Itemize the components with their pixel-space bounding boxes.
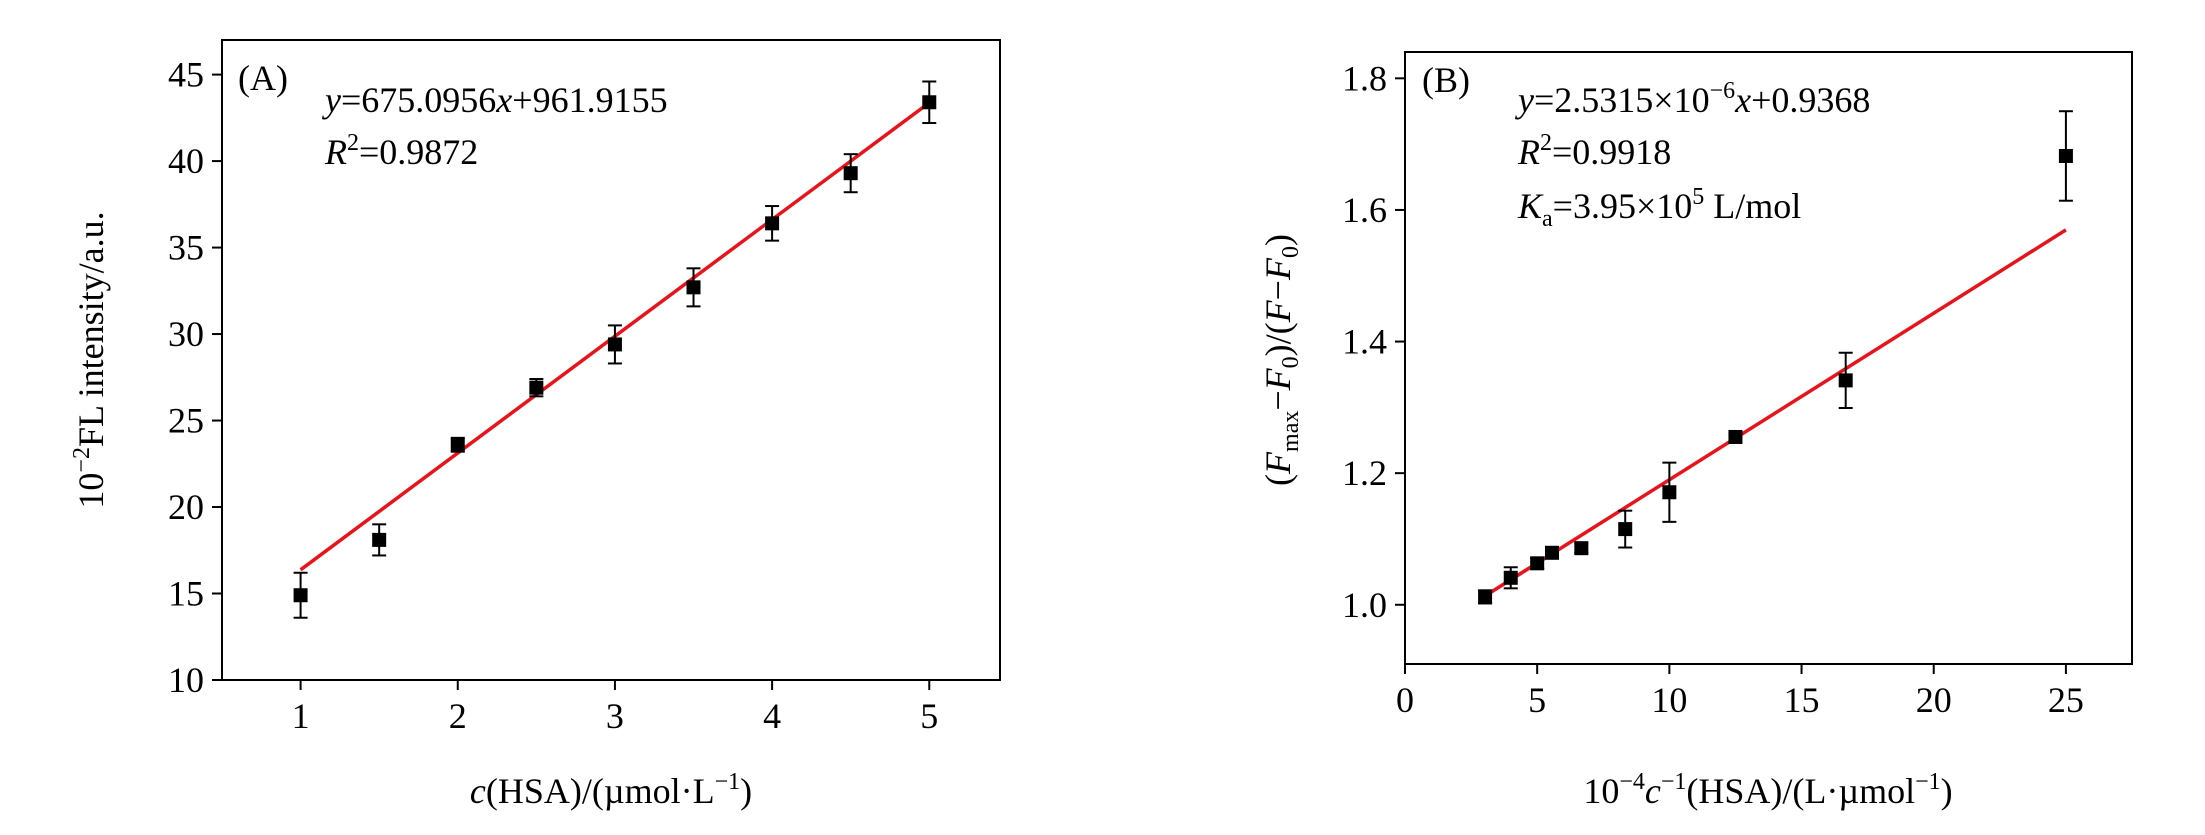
- data-point: [1728, 429, 1743, 444]
- y-tick-label: 1.0: [1342, 585, 1387, 625]
- panel-label-a: (A): [238, 58, 288, 98]
- point-marker: [1838, 373, 1853, 388]
- point-marker: [529, 380, 544, 395]
- y-tick-label: 45: [168, 55, 204, 95]
- data-point: [843, 153, 858, 194]
- data-points-b: [1478, 110, 2073, 605]
- data-point: [372, 523, 387, 557]
- y-tick-label: 30: [168, 314, 204, 354]
- y-tick-label: 1.8: [1342, 58, 1387, 98]
- point-marker: [1530, 556, 1545, 571]
- plot-frame-b: [1404, 51, 2133, 665]
- point-marker: [450, 437, 465, 452]
- y-tick-label: 25: [168, 401, 204, 441]
- y-tick-label: 40: [168, 141, 204, 181]
- x-tick-label: 20: [1916, 680, 1952, 720]
- panel-label-b: (B): [1422, 60, 1470, 100]
- y-tick-label: 1.6: [1342, 190, 1387, 230]
- fit-line-b-group: [1484, 228, 2067, 598]
- chart-panel-b: 0 5 10 15 20 25 1.0 1.2 1.4 1.6 1.8 (B) y=2.5315×1…: [1258, 51, 2133, 811]
- data-point: [765, 205, 780, 242]
- x-tick-label: 15: [1784, 680, 1820, 720]
- fit-line: [1484, 228, 2067, 598]
- data-point: [1503, 566, 1518, 590]
- point-marker: [1728, 429, 1743, 444]
- data-point: [1618, 509, 1633, 549]
- plot-frame-a: [221, 39, 1001, 681]
- y-axis-title-a: 10−2FL intensity/a.u.: [69, 211, 111, 508]
- r-squared-a: R2=0.9872: [324, 130, 478, 172]
- y-tick-label: 1.4: [1342, 322, 1387, 362]
- point-marker: [1544, 545, 1559, 560]
- data-point: [529, 378, 544, 398]
- data-point: [686, 267, 701, 308]
- x-tick-label: 1: [292, 696, 310, 736]
- equation-a: y=675.0956x+961.9155: [322, 80, 668, 120]
- data-point: [450, 436, 465, 453]
- point-marker: [607, 337, 622, 352]
- point-marker: [1618, 522, 1633, 537]
- point-marker: [843, 166, 858, 181]
- data-point: [607, 324, 622, 365]
- x-tick-label: 25: [2048, 680, 2084, 720]
- data-point: [2058, 110, 2073, 202]
- x-tick-label: 4: [763, 696, 781, 736]
- x-tick-label: 10: [1651, 680, 1687, 720]
- point-marker: [2058, 148, 2073, 163]
- x-tick-label: 3: [606, 696, 624, 736]
- x-tick-label: 5: [1528, 680, 1546, 720]
- data-point: [1662, 461, 1677, 523]
- x-tick-label: 0: [1396, 680, 1414, 720]
- r-squared-b: R2=0.9918: [1517, 130, 1671, 172]
- data-point: [1478, 589, 1493, 605]
- y-tick-label: 20: [168, 487, 204, 527]
- point-marker: [922, 95, 937, 110]
- point-marker: [1662, 485, 1677, 500]
- x-axis-title-b: 10−4c−1(HSA)/(L·µmol−1): [1583, 769, 1952, 811]
- data-point: [1530, 556, 1545, 571]
- y-tick-label: 10: [168, 660, 204, 700]
- x-tick-label: 2: [449, 696, 467, 736]
- x-tick-label: 5: [920, 696, 938, 736]
- y-tick-label: 35: [168, 228, 204, 268]
- point-marker: [1574, 541, 1589, 556]
- x-axis-title-a: c(HSA)/(µmol·L−1): [470, 769, 752, 811]
- y-axis-title-b: (Fmax−F0)/(F−F0): [1258, 234, 1304, 486]
- data-point: [922, 80, 937, 125]
- data-point: [1838, 351, 1853, 410]
- axis-ticks-b: 0 5 10 15 20 25 1.0 1.2 1.4 1.6 1.8: [1342, 58, 2084, 720]
- binding-constant-b: Ka=3.95×105 L/mol: [1517, 184, 1801, 232]
- equation-b: y=2.5315×10−6x+0.9368: [1515, 78, 1870, 120]
- point-marker: [765, 216, 780, 231]
- point-marker: [686, 280, 701, 295]
- y-tick-label: 1.2: [1342, 453, 1387, 493]
- data-point: [1574, 541, 1589, 556]
- data-point: [1544, 545, 1559, 560]
- point-marker: [372, 532, 387, 547]
- point-marker: [1478, 589, 1493, 604]
- point-marker: [293, 588, 308, 603]
- data-point: [293, 571, 308, 619]
- y-tick-label: 15: [168, 574, 204, 614]
- point-marker: [1503, 570, 1518, 585]
- data-points-a: [293, 80, 937, 619]
